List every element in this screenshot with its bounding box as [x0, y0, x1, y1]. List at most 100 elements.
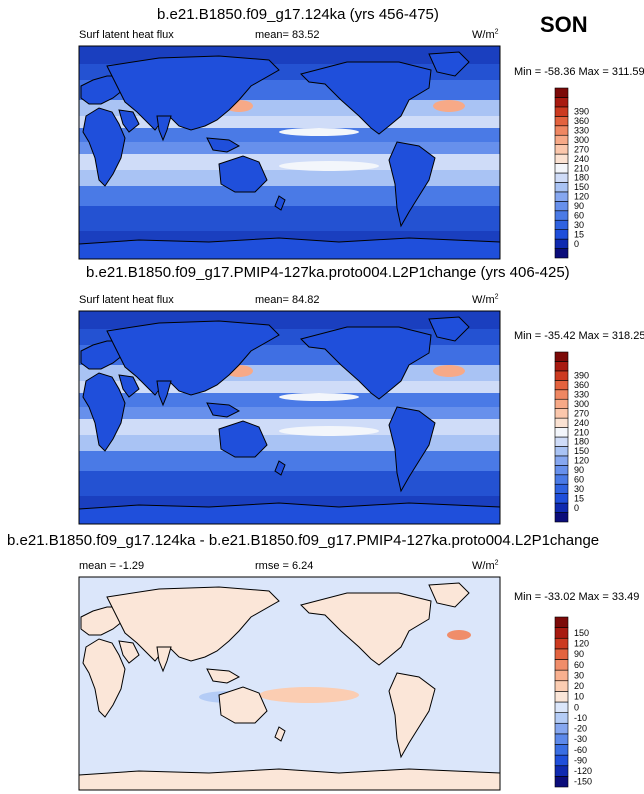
colorbar-tick-label: 120 [574, 456, 589, 466]
colorbar-box [554, 191, 569, 202]
colorbar-box [554, 417, 569, 428]
continent-india [156, 115, 172, 142]
continent-australia [218, 686, 268, 724]
panel1-units: W/m2 [472, 28, 499, 41]
colorbar-box [554, 163, 569, 174]
trade-wind-band [279, 393, 359, 401]
colorbar-tick-label: 30 [574, 220, 584, 230]
colorbar-box [554, 106, 569, 117]
continent-seasia [206, 137, 241, 153]
continent-asia [106, 586, 280, 662]
colorbar-box [554, 380, 569, 391]
continent-arabia [118, 374, 140, 398]
continent-arabia [118, 109, 140, 133]
colorbar-box [554, 446, 569, 457]
trade-wind-band-south [279, 161, 379, 171]
continent-greenland [428, 316, 470, 342]
colorbar-box [554, 116, 569, 127]
colorbar-box [554, 474, 569, 485]
continent-arabia [118, 640, 140, 664]
colorbar-tick-label: 30 [574, 670, 584, 680]
colorbar-tick-label: 150 [574, 182, 589, 192]
continent-europe [80, 606, 124, 636]
continent-india [156, 646, 172, 673]
colorbar-tick-label: 0 [574, 702, 579, 712]
continent-samerica [388, 141, 436, 228]
colorbar-box [554, 754, 569, 767]
colorbar-tick-label: 330 [574, 126, 589, 136]
colorbar-tick-label: 360 [574, 380, 589, 390]
continent-antarctica [78, 502, 501, 525]
panel3-units: W/m2 [472, 559, 499, 572]
colorbar-tick-label: 120 [574, 639, 589, 649]
colorbar-box [554, 512, 569, 523]
colorbar-box [554, 153, 569, 164]
colorbar-tick-label: 90 [574, 649, 584, 659]
colorbar-box [554, 712, 569, 724]
colorbar-box [554, 744, 569, 756]
colorbar-tick-label: 15 [574, 493, 584, 503]
map-frame [78, 576, 501, 791]
colorbar-box [554, 408, 569, 419]
colorbar-box [554, 733, 569, 745]
colorbar-box [554, 351, 569, 362]
continent-seasia [206, 402, 241, 418]
continent-europe [80, 75, 124, 105]
colorbar-tick-label: 180 [574, 437, 589, 447]
panel1-title: b.e21.B1850.f09_g17.124ka (yrs 456-475) [157, 6, 439, 23]
colorbar-box [554, 229, 569, 240]
flux-band [79, 393, 500, 407]
panel3-minmax: Min = -33.02 Max = 33.49 [514, 591, 640, 603]
gulfstream-hotspot [433, 100, 465, 112]
flux-band [79, 170, 500, 186]
diff-positive-band [259, 687, 359, 703]
continent-nz [274, 195, 286, 211]
colorbar-tick-label: 30 [574, 484, 584, 494]
colorbar-tick-label: -30 [574, 734, 587, 744]
panel2-title: b.e21.B1850.f09_g17.PMIP4-127ka.proto004… [86, 264, 570, 281]
colorbar-tick-label: -60 [574, 745, 587, 755]
continent-namerica [300, 61, 432, 135]
colorbar-tick-label: -20 [574, 724, 587, 734]
panel2-mean: mean= 84.82 [255, 294, 320, 306]
colorbar-box [554, 765, 569, 777]
panel3-title: b.e21.B1850.f09_g17.124ka - b.e21.B1850.… [7, 532, 600, 549]
continent-nz [274, 726, 286, 742]
panel3-rmse: rmse = 6.24 [255, 560, 314, 572]
colorbar-tick-label: 150 [574, 446, 589, 456]
colorbar-box [554, 125, 569, 136]
colorbar-box [554, 691, 569, 703]
colorbar-box [554, 465, 569, 476]
colorbar-tick-label: 120 [574, 192, 589, 202]
continent-africa [82, 107, 126, 187]
colorbar-box [554, 210, 569, 221]
colorbar-tick-label: 15 [574, 229, 584, 239]
colorbar-box [554, 182, 569, 193]
panel1-minmax: Min = -58.36 Max = 311.59 [514, 66, 644, 78]
colorbar-tick-label: -10 [574, 713, 587, 723]
season-label: SON [540, 12, 588, 37]
colorbar-tick-label: 300 [574, 399, 589, 409]
colorbar-tick-label: 0 [574, 503, 579, 513]
colorbar-box [554, 427, 569, 438]
colorbar-tick-label: 60 [574, 660, 584, 670]
colorbar-tick-label: -90 [574, 755, 587, 765]
colorbar-tick-label: 210 [574, 163, 589, 173]
colorbar-box [554, 201, 569, 212]
colorbar-box [554, 637, 569, 650]
colorbar-tick-label: 390 [574, 107, 589, 117]
colorbar-box [554, 238, 569, 249]
continent-greenland [428, 51, 470, 77]
continent-australia [218, 155, 268, 193]
flux-band [79, 471, 500, 496]
continent-asia [106, 320, 280, 396]
flux-band [79, 435, 500, 451]
colorbar-tick-label: 330 [574, 390, 589, 400]
colorbar-box [554, 659, 569, 671]
colorbar-tick-label: -150 [574, 777, 592, 787]
colorbar-box [554, 248, 569, 259]
colorbar-box [554, 776, 569, 788]
